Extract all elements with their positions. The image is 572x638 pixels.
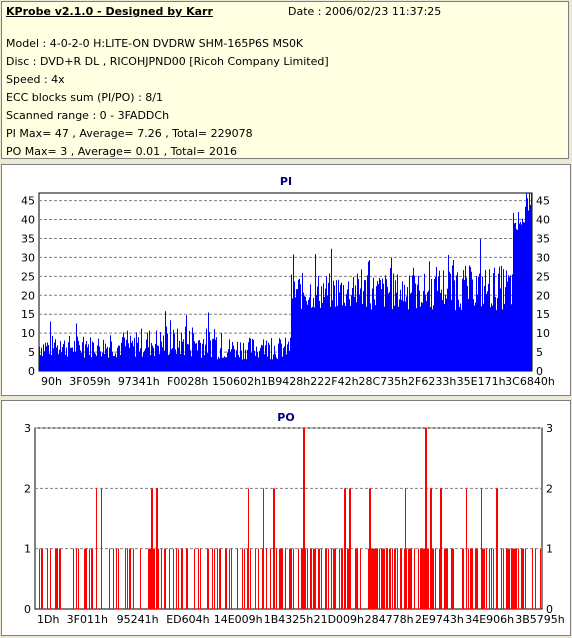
0-y-tick-right: 25 [536, 270, 550, 283]
range-line: Scanned range : 0 - 3FADDCh [6, 109, 170, 122]
1-x-tick: ED604h [166, 613, 209, 626]
0-x-tick: 222F42h [310, 375, 358, 388]
0-y-tick-left: 20 [21, 289, 35, 302]
po-chart-title: PO [277, 411, 294, 424]
1-x-tick: 2E9743h [415, 613, 464, 626]
1-y-tick-left: 0 [24, 603, 31, 616]
0-x-tick: 35E171h [457, 375, 506, 388]
po-chart: PO 0 0 1 1 2 2 3 3 1Dh 3F011h 95241h ED604h 14E009h 1… [24, 411, 565, 626]
0-y-tick-left: 0 [28, 365, 35, 378]
0-x-tick: 28C735h [358, 375, 408, 388]
0-y-tick-right: 0 [536, 365, 543, 378]
1-y-tick-right: 3 [546, 422, 553, 435]
0-x-tick: F0028h [167, 375, 208, 388]
0-y-tick-left: 35 [21, 232, 35, 245]
0-x-tick: 1B9428h [261, 375, 311, 388]
1-y-tick-left: 3 [24, 422, 31, 435]
0-x-tick: 2F6233h [408, 375, 456, 388]
0-y-tick-right: 40 [536, 214, 550, 227]
0-y-tick-right: 35 [536, 232, 550, 245]
1-y-tick-left: 2 [24, 482, 31, 495]
0-y-tick-right: 10 [536, 327, 550, 340]
pi-chart-title: PI [280, 175, 292, 188]
0-y-tick-right: 15 [536, 308, 550, 321]
1-x-tick: 21D009h [314, 613, 364, 626]
1-y-tick-right: 1 [546, 543, 553, 556]
0-y-tick-right: 45 [536, 195, 550, 208]
1-x-tick: 95241h [117, 613, 159, 626]
1-y-tick-left: 1 [24, 543, 31, 556]
speed-line: Speed : 4x [6, 73, 65, 86]
1-y-tick-right: 0 [546, 603, 553, 616]
scan-date: Date : 2006/02/23 11:37:25 [288, 5, 442, 18]
1-x-tick: 1B4325h [264, 613, 314, 626]
0-x-tick: 150602h [212, 375, 261, 388]
1-x-tick: 1Dh [37, 613, 59, 626]
1-y-tick-right: 2 [546, 482, 553, 495]
0-y-tick-right: 20 [536, 289, 550, 302]
1-plot-frame [34, 427, 543, 610]
0-y-tick-left: 40 [21, 214, 35, 227]
0-y-tick-left: 10 [21, 327, 35, 340]
1-x-tick: 284778h [365, 613, 414, 626]
0-y-tick-right: 30 [536, 251, 550, 264]
disc-line: Disc : DVD+R DL , RICOHJPND00 [Ricoh Com… [6, 55, 329, 68]
0-x-tick: 97341h [118, 375, 160, 388]
0-x-tick: 3C6840h [505, 375, 555, 388]
pi-chart: PI 0 0 5 5 10 10 15 15 20 20 25 25 30 30 35 35 40 40 45 45 9… [21, 175, 555, 388]
0-x-tick: 90h [41, 375, 62, 388]
0-y-tick-left: 5 [28, 346, 35, 359]
info-panel: KProbe v2.1.0 - Designed by Karr Date : … [1, 1, 569, 159]
pi-stats-line: PI Max= 47 , Average= 7.26 , Total= 2290… [6, 127, 253, 140]
1-x-tick: 3B5795h [515, 613, 565, 626]
0-y-tick-left: 15 [21, 308, 35, 321]
0-y-tick-left: 45 [21, 195, 35, 208]
po-chart-panel: PO 0 0 1 1 2 2 3 3 1Dh 3F011h 95241h ED604h 14E009h 1… [1, 400, 571, 636]
app-title: KProbe v2.1.0 - Designed by Karr [6, 5, 213, 18]
model-line: Model : 4-0-2-0 H:LITE-ON DVDRW SHM-165P… [6, 37, 304, 50]
0-y-tick-left: 25 [21, 270, 35, 283]
po-stats-line: PO Max= 3 , Average= 0.01 , Total= 2016 [6, 145, 237, 158]
ecc-line: ECC blocks sum (PI/PO) : 8/1 [6, 91, 163, 104]
0-y-tick-left: 30 [21, 251, 35, 264]
0-y-tick-right: 5 [536, 346, 543, 359]
1-x-tick: 3F011h [67, 613, 108, 626]
1-x-tick: 14E009h [214, 613, 263, 626]
0-x-tick: 3F059h [69, 375, 110, 388]
1-x-tick: 34E906h [465, 613, 514, 626]
pi-chart-panel: PI 0 0 5 5 10 10 15 15 20 20 25 25 30 30 35 35 40 40 45 45 9… [1, 164, 571, 396]
